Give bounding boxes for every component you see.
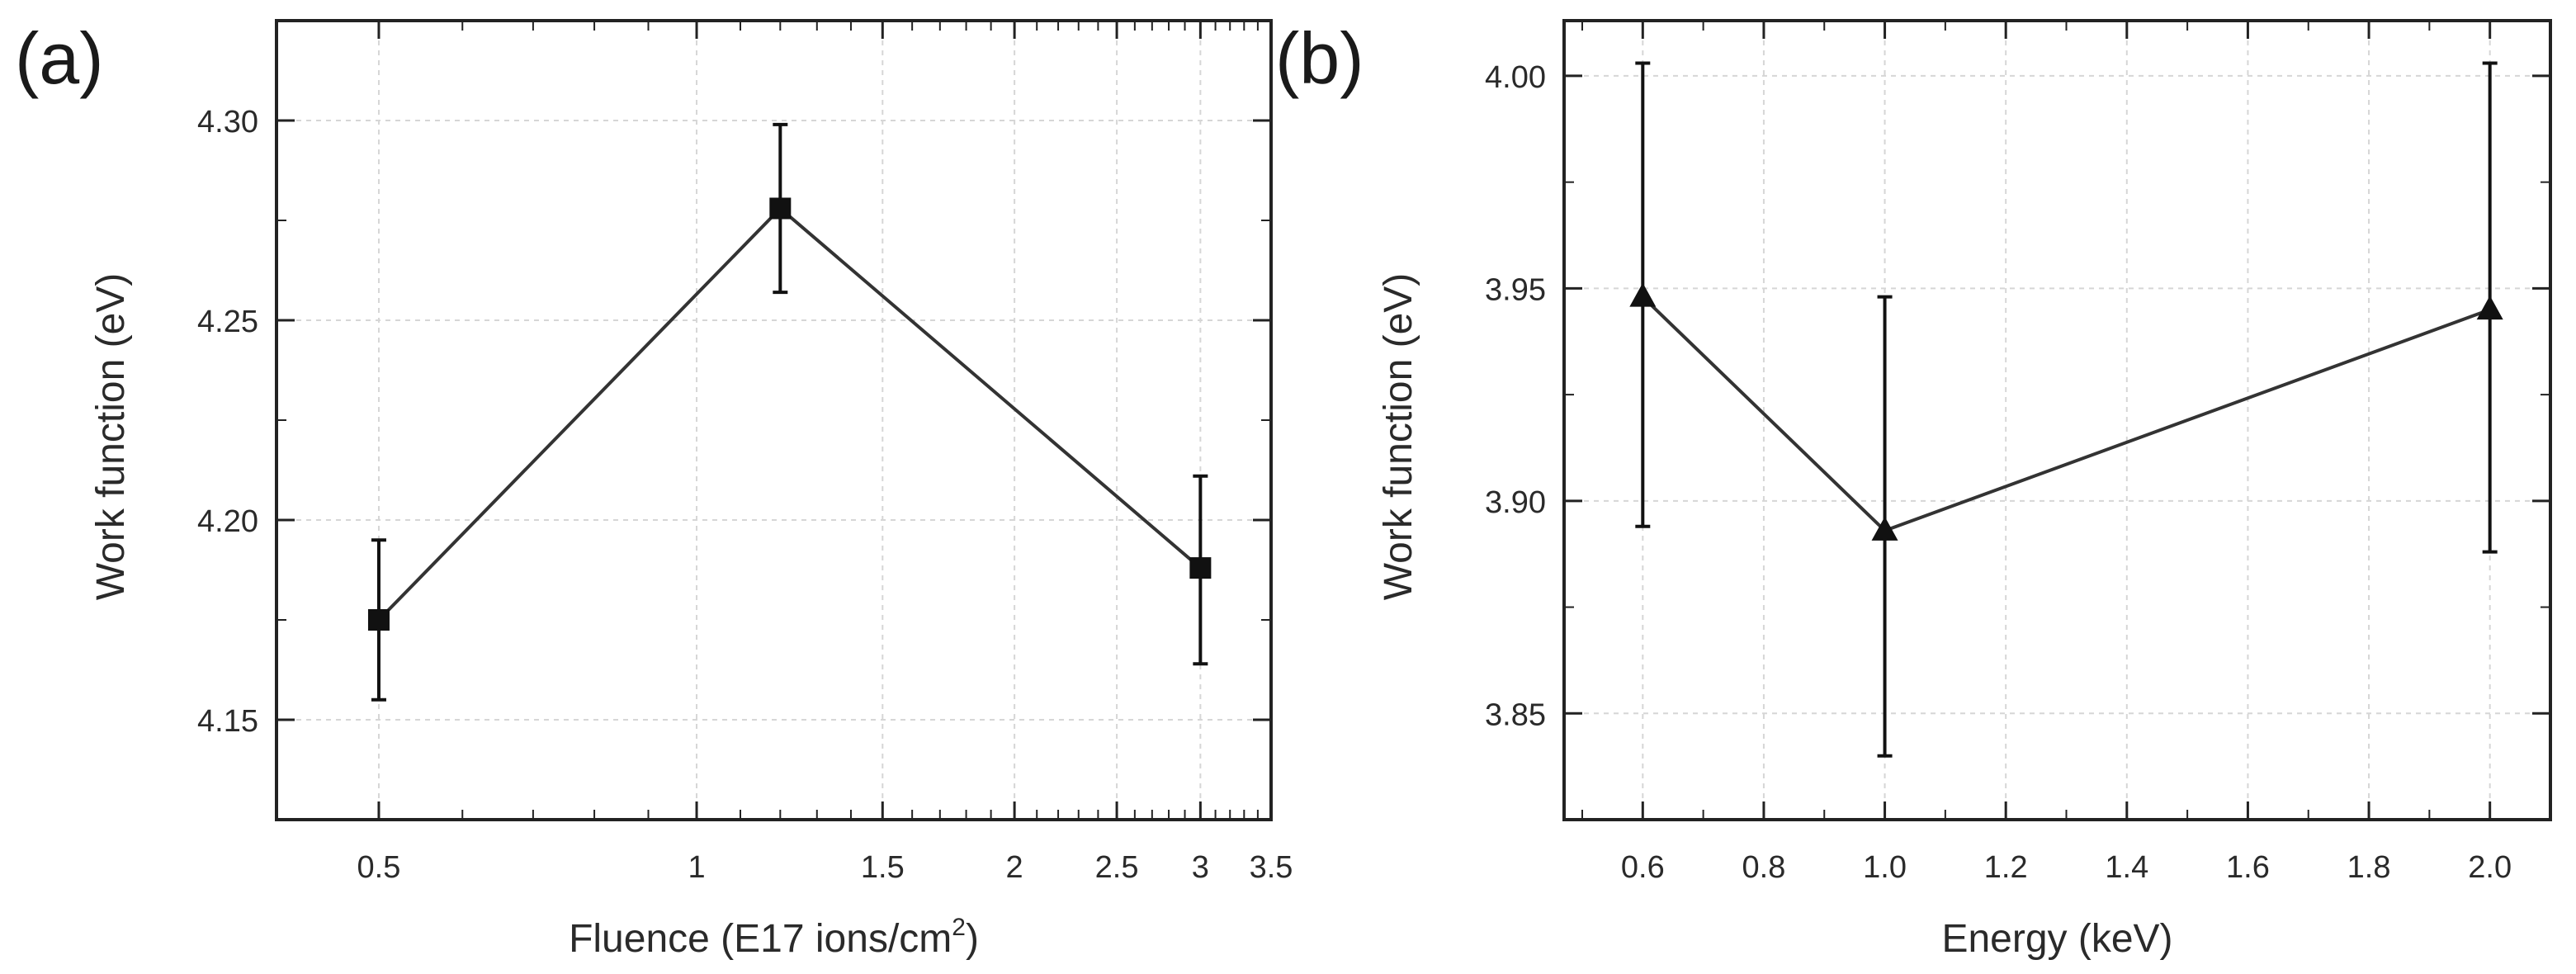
y-tick-label-a-3: 4.30 [197,105,258,139]
y-tick-label-a-1: 4.20 [197,504,258,539]
data-point-a-1 [769,197,792,220]
panel-label-a: (a) [15,17,104,99]
plot-frame-b [1562,19,2552,821]
x-tick-label-a-6: 3.5 [1250,850,1293,885]
x-tick-label-a-0: 0.5 [357,850,401,885]
x-tick-label-a-2: 1.5 [861,850,905,885]
data-point-b-1 [1871,516,1898,541]
series-line-a [377,206,1202,622]
data-point-a-2 [1189,557,1212,579]
x-tick-label-b-0: 0.6 [1621,850,1665,885]
x-tick-label-b-6: 1.8 [2347,850,2391,885]
plot-frame-a [275,19,1273,821]
panel-label-b: (b) [1275,17,1364,99]
plot-a: 0.5 1 1.5 2 2.5 3 3.5 4.15 4.20 4.25 4.30 Fluence (… [89,19,1293,961]
y-tick-label-a-0: 4.15 [197,704,258,739]
x-axis-title-a: Fluence (E17 ions/cm2) [569,914,979,961]
x-tick-label-b-1: 0.8 [1742,850,1786,885]
data-point-a-0 [367,609,390,631]
y-tick-label-b-2: 3.95 [1485,272,1546,307]
y-axis-title-b: Work function (eV) [1377,273,1420,601]
y-tick-label-b-1: 3.90 [1485,485,1546,520]
y-tick-label-a-2: 4.25 [197,305,258,339]
y-axis-title-a: Work function (eV) [89,273,133,601]
x-tick-label-b-7: 2.0 [2468,850,2512,885]
x-tick-label-a-1: 1 [688,850,705,885]
x-tick-label-a-4: 2.5 [1095,850,1139,885]
plot-b: 0.6 0.8 1.0 1.2 1.4 1.6 1.8 2.0 3.85 3.90 3.95 4.00… [1377,19,2552,961]
y-tick-label-b-0: 3.85 [1485,697,1546,732]
x-tick-label-b-4: 1.4 [2105,850,2148,885]
x-axis-title-b: Energy (keV) [1941,917,2172,961]
series-line-b [1641,296,2491,533]
y-tick-label-b-3: 4.00 [1485,60,1546,95]
x-tick-label-a-3: 2 [1006,850,1023,885]
data-point-b-2 [2476,296,2503,320]
x-tick-label-b-5: 1.6 [2226,850,2270,885]
x-tick-label-a-5: 3 [1192,850,1209,885]
data-point-b-0 [1629,282,1657,307]
x-tick-label-b-2: 1.0 [1863,850,1907,885]
x-tick-label-b-3: 1.2 [1984,850,2028,885]
